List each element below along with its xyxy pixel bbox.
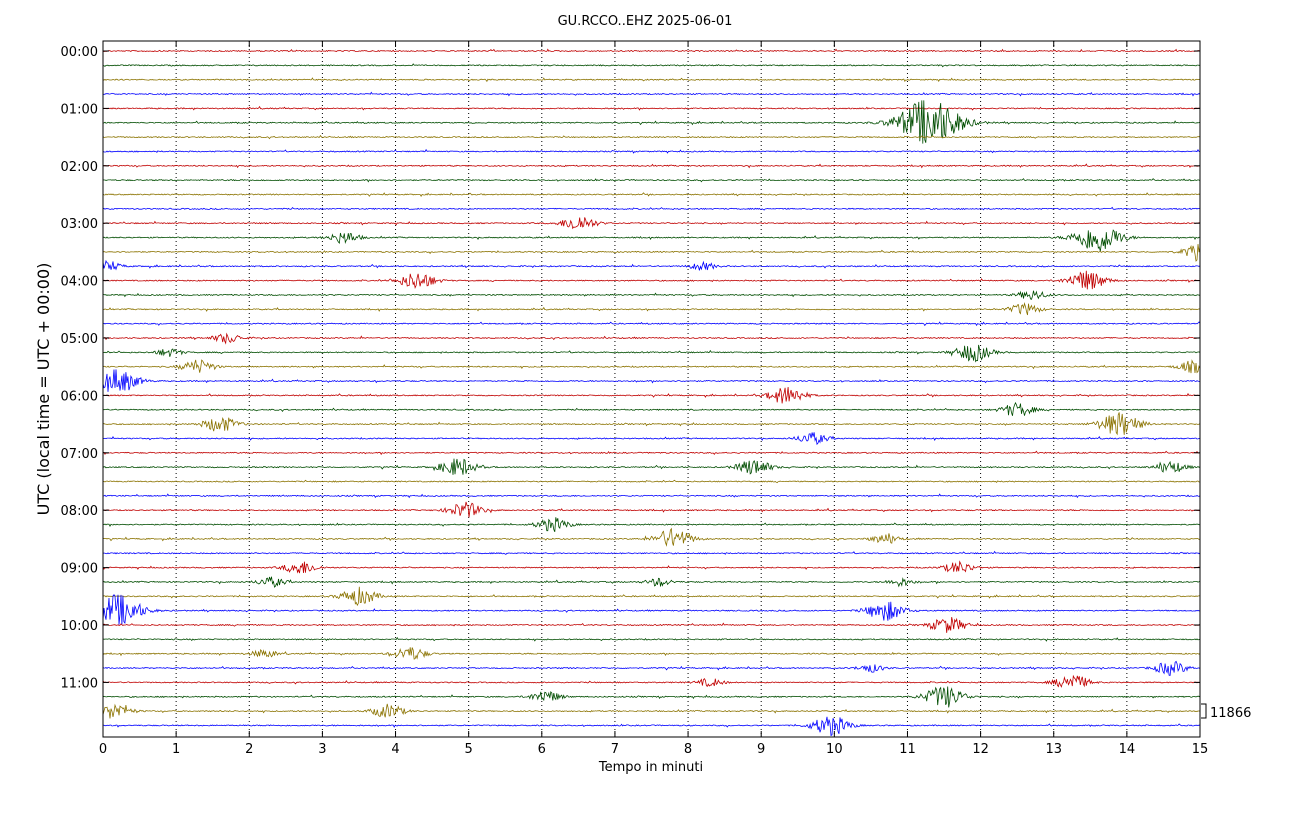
x-tick-label: 2 <box>245 742 253 757</box>
trace-0215 <box>102 178 1201 183</box>
y-tick-label: 02:00 <box>61 160 98 175</box>
scale-bar-label: 11866 <box>1210 706 1251 721</box>
x-tick-label: 12 <box>972 742 989 757</box>
y-tick-label: 11:00 <box>61 676 98 691</box>
trace-1100 <box>102 674 1201 688</box>
x-tick-label: 8 <box>684 742 692 757</box>
x-tick-label: 1 <box>172 742 180 757</box>
trace-0530 <box>102 359 1201 374</box>
y-tick-label: 09:00 <box>61 562 98 577</box>
trace-0145 <box>102 148 1201 154</box>
trace-0445 <box>102 321 1201 327</box>
trace-0700 <box>103 450 1201 456</box>
trace-0300 <box>102 217 1201 230</box>
trace-0815 <box>103 517 1201 532</box>
trace-0900 <box>102 560 1201 574</box>
trace-0000 <box>102 48 1201 53</box>
trace-0315 <box>102 229 1201 252</box>
y-tick-label: 10:00 <box>61 619 98 634</box>
trace-0245 <box>102 206 1201 211</box>
trace-0430 <box>102 301 1201 316</box>
trace-0545 <box>102 369 1201 392</box>
y-axis-label: UTC (local time = UTC + 00:00) <box>34 263 53 516</box>
x-tick-label: 5 <box>465 742 473 757</box>
trace-0115 <box>102 100 1201 144</box>
x-axis-label: Tempo in minuti <box>598 760 703 775</box>
y-tick-label: 03:00 <box>61 217 98 232</box>
x-axis: 0 1 2 3 4 5 6 7 8 9 10 11 12 13 14 15 <box>99 41 1208 757</box>
x-tick-label: 15 <box>1192 742 1209 757</box>
seismic-traces <box>102 48 1201 737</box>
trace-0930 <box>102 586 1201 607</box>
trace-0200 <box>102 163 1201 169</box>
trace-0630 <box>102 412 1201 436</box>
y-tick-label: 01:00 <box>61 102 98 117</box>
trace-0045 <box>102 91 1201 97</box>
trace-0015 <box>102 63 1200 68</box>
trace-1045 <box>102 660 1201 676</box>
y-tick-label: 06:00 <box>61 389 98 404</box>
trace-0415 <box>103 290 1200 300</box>
trace-0830 <box>102 527 1201 547</box>
trace-0915 <box>102 576 1201 588</box>
trace-0330 <box>102 244 1201 262</box>
y-tick-label: 05:00 <box>61 332 98 347</box>
trace-0500 <box>102 332 1201 345</box>
x-tick-label: 10 <box>826 742 843 757</box>
x-tick-label: 14 <box>1119 742 1136 757</box>
trace-0730 <box>102 479 1201 484</box>
chart-title: GU.RCCO..EHZ 2025-06-01 <box>558 14 733 29</box>
x-tick-label: 13 <box>1045 742 1062 757</box>
trace-0100 <box>102 105 1201 111</box>
y-axis: 00:00 01:00 02:00 03:00 04:00 05:00 06:00 07:00… <box>61 45 1200 691</box>
x-tick-label: 3 <box>318 742 326 757</box>
trace-0645 <box>102 432 1201 446</box>
y-tick-label: 07:00 <box>61 447 98 462</box>
x-tick-label: 4 <box>391 742 399 757</box>
trace-0800 <box>102 501 1201 518</box>
trace-1145 <box>102 716 1201 737</box>
trace-0600 <box>102 386 1201 404</box>
trace-1130 <box>102 703 1201 719</box>
trace-0615 <box>103 401 1201 416</box>
x-tick-label: 0 <box>99 742 107 757</box>
trace-0845 <box>102 550 1201 555</box>
x-tick-label: 6 <box>538 742 546 757</box>
trace-0230 <box>102 191 1201 197</box>
y-tick-label: 08:00 <box>61 504 98 519</box>
grid-lines <box>175 41 1128 737</box>
y-tick-label: 00:00 <box>61 45 98 60</box>
y-tick-label: 04:00 <box>61 275 98 290</box>
plot-frame <box>102 40 1201 738</box>
trace-0400 <box>102 270 1201 290</box>
x-tick-label: 9 <box>757 742 765 757</box>
scale-bar: 11866 <box>1201 703 1251 721</box>
trace-0745 <box>102 493 1201 499</box>
trace-0515 <box>103 344 1201 363</box>
trace-1030 <box>102 647 1201 660</box>
x-tick-label: 11 <box>899 742 916 757</box>
x-tick-label: 7 <box>611 742 619 757</box>
trace-0945 <box>102 594 1201 625</box>
trace-1015 <box>102 636 1201 642</box>
trace-0030 <box>102 77 1201 83</box>
trace-1115 <box>102 686 1201 708</box>
trace-0345 <box>102 259 1201 271</box>
trace-0715 <box>102 458 1201 475</box>
trace-0130 <box>102 134 1201 140</box>
trace-1000 <box>102 617 1201 633</box>
